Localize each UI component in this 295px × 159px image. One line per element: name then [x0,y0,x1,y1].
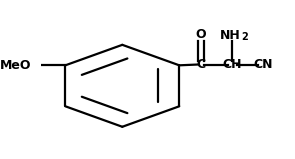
Text: CN: CN [253,58,273,71]
Text: O: O [196,28,206,41]
Text: 2: 2 [241,32,248,42]
Text: MeO: MeO [0,59,31,72]
Text: CH: CH [223,58,242,71]
Text: NH: NH [219,29,240,42]
Text: C: C [196,58,205,71]
